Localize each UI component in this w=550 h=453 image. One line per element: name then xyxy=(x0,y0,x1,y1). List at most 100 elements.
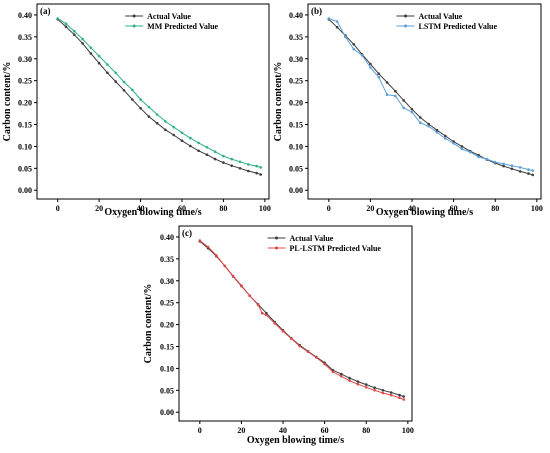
data-point xyxy=(460,147,464,151)
data-point xyxy=(298,344,302,348)
data-point xyxy=(131,88,134,92)
legend-entry: MM Predicted Value xyxy=(147,22,218,31)
data-point xyxy=(348,376,351,380)
data-point xyxy=(444,137,447,140)
data-point xyxy=(364,386,368,389)
data-point xyxy=(255,164,258,168)
plot-frame xyxy=(307,3,542,200)
y-tick-label: 0.00 xyxy=(289,186,303,195)
chart-panel-1: 0 20 40 60 80 100 0.00 0.05 0.10 0.15 0.20 0.25 0.30… xyxy=(2,3,271,218)
data-point xyxy=(344,35,347,39)
data-point xyxy=(164,128,167,132)
data-point xyxy=(238,160,242,164)
y-axis-label: Carbon content/% xyxy=(273,62,284,142)
data-point xyxy=(265,313,268,317)
plot-frame xyxy=(178,225,413,422)
legend-marker xyxy=(404,14,408,18)
data-point xyxy=(369,62,372,66)
data-point xyxy=(172,125,175,129)
data-point xyxy=(364,383,368,386)
data-point xyxy=(510,164,514,167)
y-tick-label: 0.15 xyxy=(160,343,174,352)
x-tick-label: 60 xyxy=(178,204,186,213)
x-tick-label: 80 xyxy=(362,426,370,435)
y-tick-label: 0.25 xyxy=(160,299,174,308)
data-point xyxy=(259,166,263,169)
data-point xyxy=(89,46,93,50)
data-point xyxy=(531,169,534,172)
data-point xyxy=(265,311,268,315)
data-point xyxy=(469,150,472,154)
x-tick-label: 60 xyxy=(450,204,458,213)
series-line xyxy=(199,240,404,400)
x-tick-label: 0 xyxy=(56,204,60,213)
data-point xyxy=(352,43,356,46)
y-tick-label: 0.15 xyxy=(289,121,303,130)
data-point xyxy=(213,150,217,153)
panel-label: (c) xyxy=(182,228,192,238)
x-tick-label: 80 xyxy=(219,204,227,213)
data-point xyxy=(189,136,192,140)
data-point xyxy=(389,393,393,397)
data-point xyxy=(398,393,401,397)
data-point xyxy=(381,389,385,392)
data-point xyxy=(281,329,285,333)
data-point xyxy=(502,162,505,166)
data-point xyxy=(381,391,385,395)
data-point xyxy=(419,121,422,125)
data-point xyxy=(248,294,251,298)
data-point xyxy=(139,98,142,101)
legend-marker xyxy=(132,14,136,18)
y-tick-label: 0.30 xyxy=(18,55,32,64)
data-point xyxy=(122,89,126,92)
data-point xyxy=(231,274,235,278)
data-point xyxy=(356,380,360,383)
data-point xyxy=(139,107,142,110)
data-point xyxy=(335,20,339,23)
data-point xyxy=(197,149,200,153)
data-point xyxy=(385,81,389,84)
data-point xyxy=(97,61,101,65)
x-tick-label: 40 xyxy=(137,204,145,213)
data-point xyxy=(122,80,126,84)
data-point xyxy=(518,166,522,169)
data-point xyxy=(106,63,109,66)
data-point xyxy=(172,133,175,137)
data-point xyxy=(114,71,117,75)
data-point xyxy=(402,395,406,398)
data-point xyxy=(402,106,406,110)
legend-entry: Actual Value xyxy=(290,234,334,243)
data-point xyxy=(155,113,159,116)
y-tick-label: 0.30 xyxy=(289,55,303,64)
data-point xyxy=(290,337,293,340)
series-line xyxy=(199,240,404,397)
x-tick-label: 20 xyxy=(237,426,245,435)
legend-marker xyxy=(275,236,279,240)
y-tick-label: 0.35 xyxy=(289,33,303,42)
y-tick-label: 0.15 xyxy=(18,121,32,130)
x-tick-label: 60 xyxy=(321,426,329,435)
data-point xyxy=(247,169,250,173)
data-point xyxy=(205,146,209,149)
y-tick-label: 0.40 xyxy=(160,233,174,242)
x-tick-label: 100 xyxy=(531,204,543,213)
y-tick-label: 0.35 xyxy=(18,33,32,42)
data-point xyxy=(502,164,505,168)
data-point xyxy=(180,131,184,135)
data-point xyxy=(147,105,151,109)
data-point xyxy=(147,115,151,118)
data-point xyxy=(189,144,192,148)
data-point xyxy=(260,311,264,315)
legend-marker xyxy=(132,24,136,28)
y-tick-label: 0.35 xyxy=(160,255,174,264)
data-point xyxy=(164,120,167,123)
y-tick-label: 0.05 xyxy=(289,164,303,173)
data-point xyxy=(255,171,258,175)
legend-marker xyxy=(275,246,279,250)
y-axis-label: Carbon content/% xyxy=(143,284,154,364)
data-point xyxy=(410,110,414,114)
y-tick-label: 0.10 xyxy=(160,364,174,373)
data-point xyxy=(531,173,534,177)
data-point xyxy=(348,379,351,383)
